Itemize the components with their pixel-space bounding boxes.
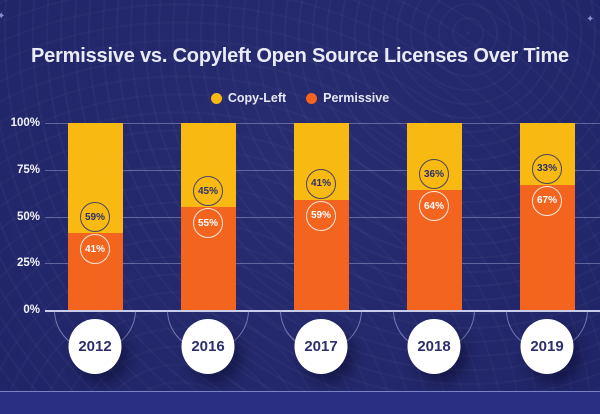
sparkle-icon: ✦ (586, 14, 595, 25)
legend-item-permissive: Permissive (306, 91, 389, 105)
value-badge-permissive: 64% (419, 191, 449, 222)
value-badge-permissive: 55% (193, 208, 223, 239)
y-axis-tick-label: 0% (23, 304, 40, 316)
legend-label: Permissive (323, 91, 390, 105)
value-badge-copy-left: 45% (193, 176, 223, 207)
year-label-2018: 2018 (407, 319, 461, 374)
year-label-2016: 2016 (181, 319, 235, 374)
y-axis-tick-label: 75% (16, 163, 40, 176)
bar-2016 (180, 123, 236, 310)
permissive-dot-icon (306, 92, 318, 104)
bar-2019 (519, 123, 575, 310)
legend: Copy-Left Permissive (0, 91, 600, 105)
footer-strip (0, 391, 600, 414)
value-badge-copy-left: 41% (306, 168, 336, 199)
legend-item-copyleft: Copy-Left (210, 91, 287, 105)
value-badge-permissive: 67% (532, 185, 562, 216)
value-badge-copy-left: 36% (419, 159, 449, 190)
year-label-2017: 2017 (294, 319, 348, 374)
value-badge-copy-left: 59% (80, 202, 110, 233)
copyleft-dot-icon (210, 92, 222, 104)
year-label-2012: 2012 (68, 319, 122, 374)
value-badge-copy-left: 33% (532, 153, 562, 184)
value-badge-permissive: 41% (80, 234, 110, 265)
value-badge-permissive: 59% (306, 200, 336, 231)
y-axis-tick-label: 25% (16, 257, 40, 270)
legend-label: Copy-Left (227, 91, 287, 105)
y-axis-tick-label: 100% (10, 117, 40, 129)
y-axis-tick-label: 50% (16, 210, 40, 223)
chart-title: Permissive vs. Copyleft Open Source Lice… (31, 45, 569, 67)
sparkle-icon: ✦ (0, 11, 6, 22)
year-label-2019: 2019 (520, 319, 574, 374)
